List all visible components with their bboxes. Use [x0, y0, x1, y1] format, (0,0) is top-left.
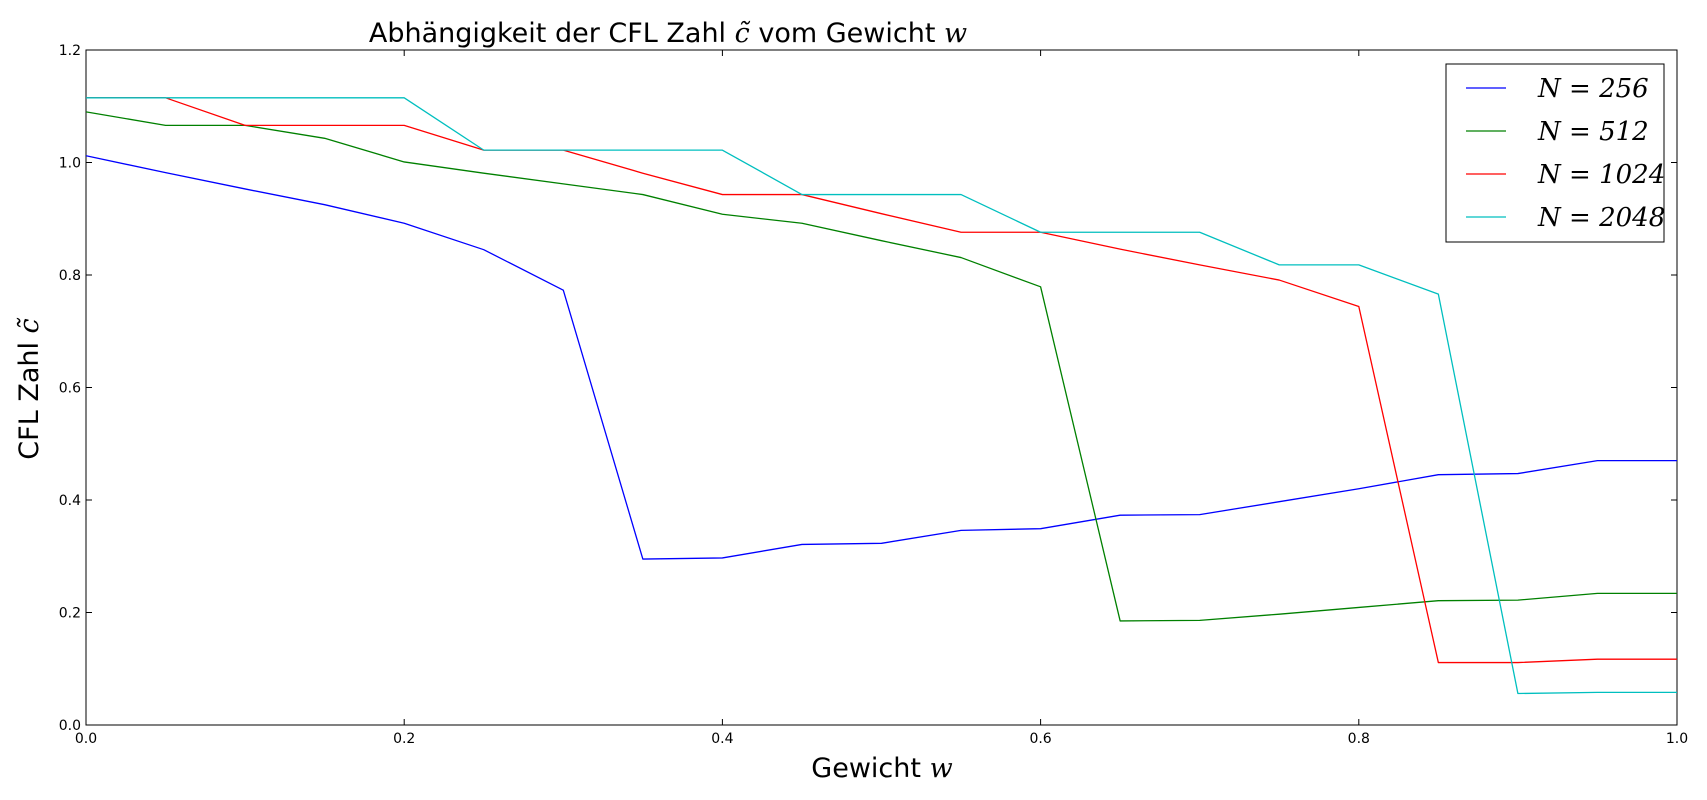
series-line-n-512: [86, 111, 1677, 622]
y-tick-label: 1.2: [59, 43, 81, 59]
series-line-n-256: [86, 155, 1677, 560]
series-line-n-1024: [86, 97, 1677, 664]
axes-frame: [85, 49, 1678, 726]
x-axis-label-text: Gewicht: [811, 753, 921, 784]
legend: N = 256 N = 512 N = 1024 N = 2048: [1445, 63, 1665, 243]
legend-label: N = 256: [1537, 74, 1649, 104]
y-tick-label: 0.0: [59, 718, 81, 734]
chart-title-text: Abhängigkeit der CFL Zahl: [369, 18, 726, 49]
x-tick-label: 0.8: [1348, 731, 1370, 747]
series-line-n-2048: [86, 97, 1677, 695]
plot-area: 0.0 0.2 0.4 0.6 0.8 1.0 0.0 0.2 0.4 0.6 0.8 1.0 1.2 N…: [59, 43, 1688, 747]
x-tick-label: 0.2: [393, 731, 415, 747]
x-tick-label: 1.0: [1666, 731, 1688, 747]
chart-title-math: c̃: [735, 18, 751, 49]
chart-title: Abhängigkeit der CFL Zahl c̃ vom Gewicht…: [369, 18, 967, 49]
y-axis-label: CFL Zahl c̃: [14, 317, 45, 460]
y-tick-label: 0.4: [59, 493, 81, 509]
legend-label: N = 2048: [1537, 203, 1665, 233]
y-tick-label: 0.8: [59, 268, 81, 284]
series-group: [86, 97, 1677, 695]
chart-title-suffix-math: w: [944, 18, 967, 49]
y-tick-label: 1.0: [59, 156, 81, 172]
chart-title-suffix: vom Gewicht: [758, 18, 935, 49]
y-axis-label-text: CFL Zahl: [14, 342, 45, 460]
y-tick-label: 0.6: [59, 381, 81, 397]
legend-label: N = 1024: [1537, 160, 1665, 190]
y-axis-label-math: c̃: [14, 317, 45, 333]
x-axis-label: Gewicht w: [811, 753, 952, 784]
x-tick-label: 0.6: [1029, 731, 1051, 747]
legend-frame: [1445, 63, 1665, 243]
x-tick-label: 0.4: [711, 731, 733, 747]
x-tick-label: 0.0: [75, 731, 97, 747]
legend-label: N = 512: [1537, 117, 1649, 147]
y-tick-label: 0.2: [59, 606, 81, 622]
x-axis-label-math: w: [930, 753, 953, 784]
